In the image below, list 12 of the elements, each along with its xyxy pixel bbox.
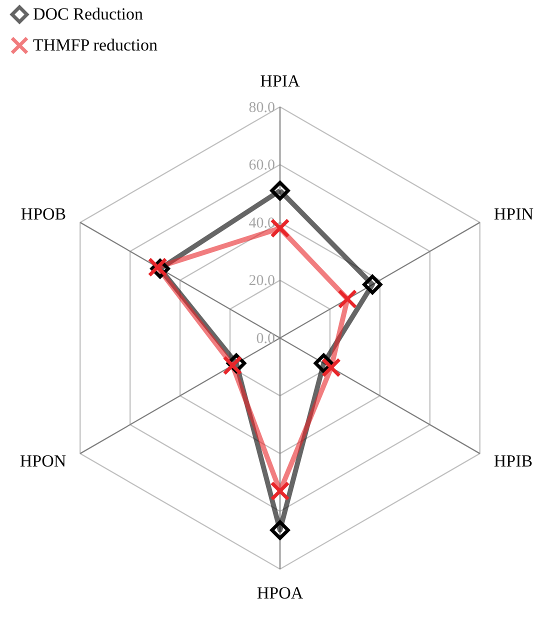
y-tick-label: 80.0	[248, 100, 275, 116]
spoke-label: HPOA	[256, 583, 304, 602]
spoke-label: HPIN	[494, 204, 534, 224]
spoke-label: HPON	[20, 452, 66, 471]
y-tick-label: 20.0	[248, 273, 275, 290]
y-tick-label: 0.0	[256, 331, 275, 347]
spoke-label: HPOB	[20, 204, 66, 224]
spoke-label: HPIB	[494, 452, 533, 471]
y-tick-label: 60.0	[248, 158, 275, 174]
legend-label: THMFP reduction	[33, 36, 158, 54]
spoke-label: HPIA	[260, 72, 301, 91]
legend-label: DOC Reduction	[33, 4, 144, 24]
